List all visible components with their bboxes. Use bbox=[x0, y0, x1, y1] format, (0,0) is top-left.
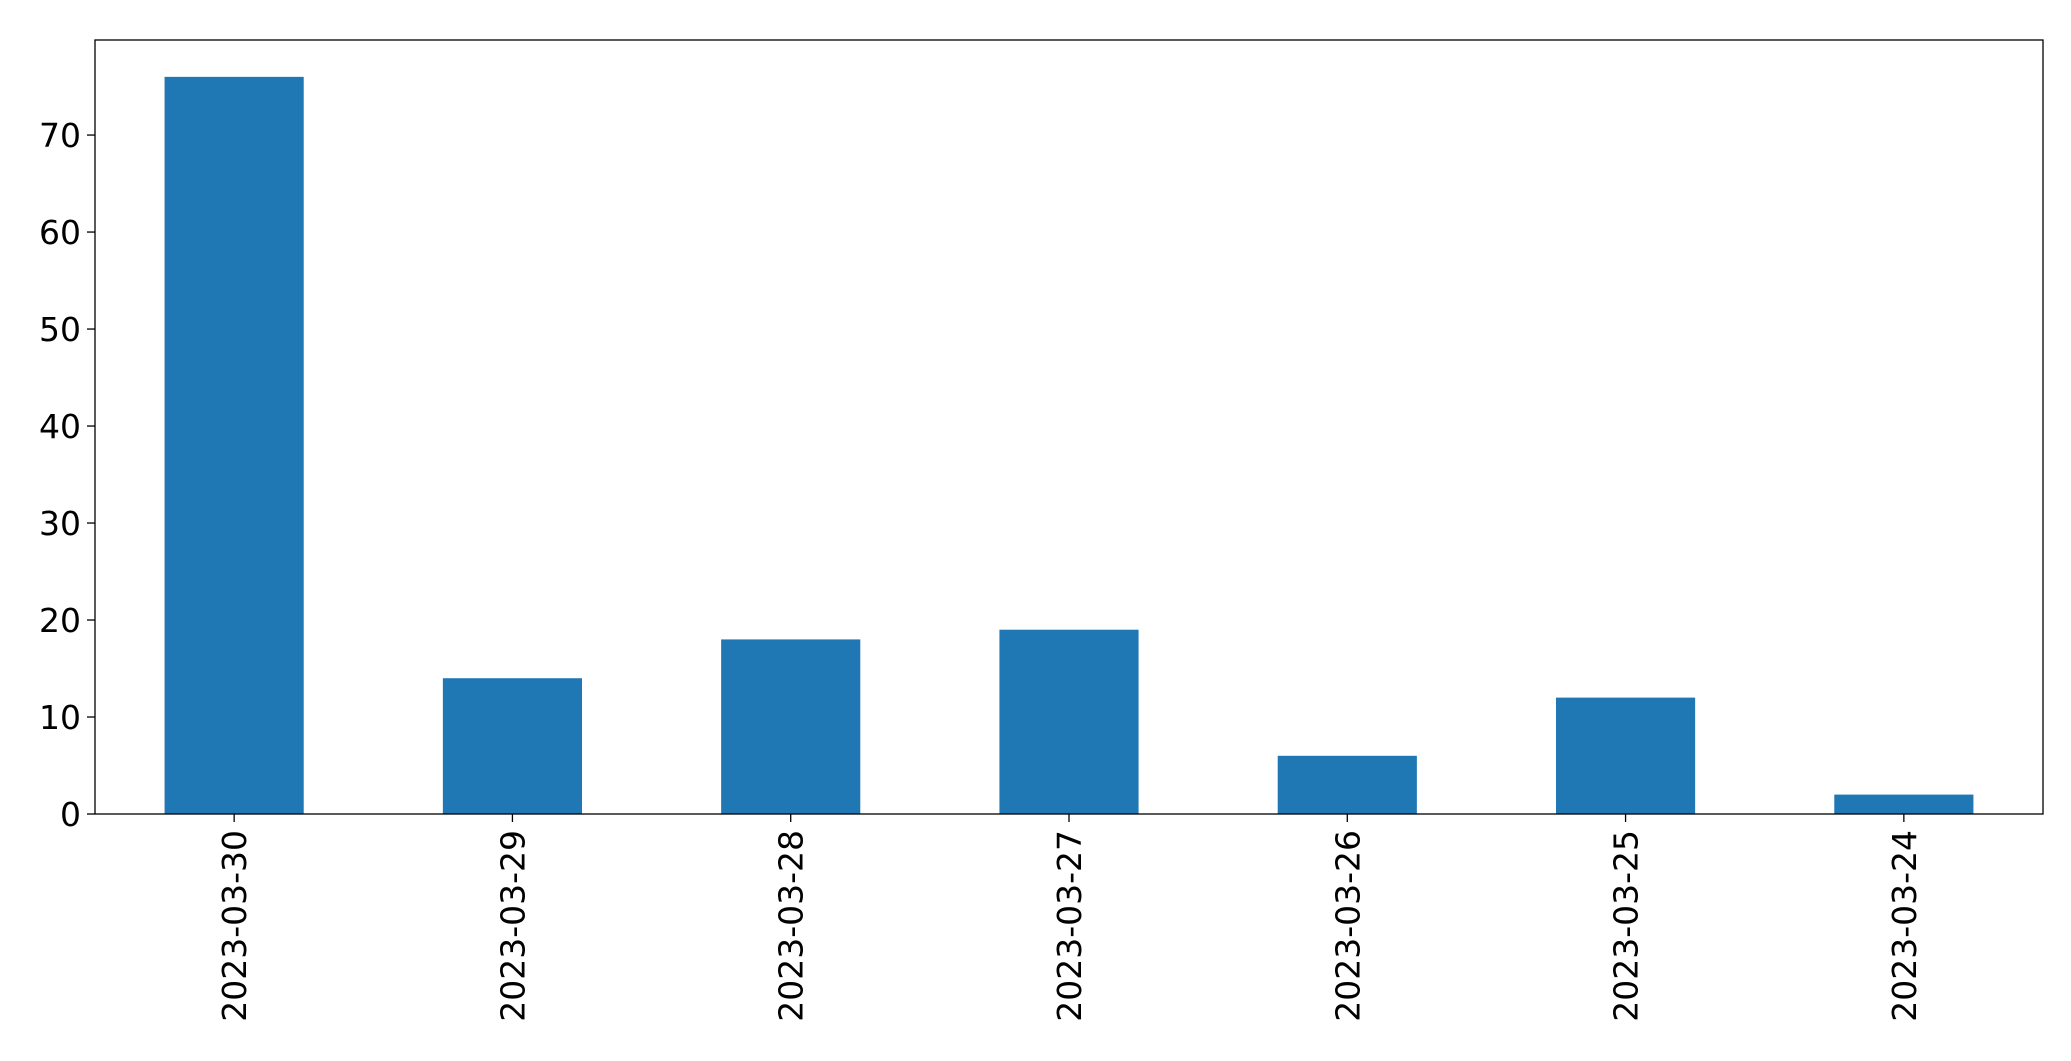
x-tick-label: 2023-03-26 bbox=[1328, 830, 1367, 1022]
x-tick-label: 2023-03-25 bbox=[1607, 830, 1646, 1022]
y-axis: 0 10 20 30 40 50 60 70 bbox=[39, 116, 95, 834]
x-tick-label: 2023-03-27 bbox=[1050, 830, 1089, 1022]
bar bbox=[1834, 794, 1974, 814]
bar bbox=[442, 678, 582, 814]
x-tick-label: 2023-03-28 bbox=[772, 830, 811, 1022]
y-tick-label: 0 bbox=[60, 795, 81, 834]
x-tick-label: 2023-03-29 bbox=[493, 830, 532, 1022]
y-tick-label: 50 bbox=[39, 310, 81, 349]
bar bbox=[1556, 697, 1696, 814]
bar bbox=[1277, 755, 1417, 814]
y-tick-label: 60 bbox=[39, 213, 81, 252]
plot-frame bbox=[94, 39, 2044, 815]
y-tick-label: 40 bbox=[39, 407, 81, 446]
y-tick-label: 10 bbox=[39, 698, 81, 737]
y-tick-label: 70 bbox=[39, 116, 81, 155]
x-axis: 2023-03-30 2023-03-29 2023-03-28 2023-03-27… bbox=[215, 814, 1924, 1022]
y-tick-label: 30 bbox=[39, 504, 81, 543]
bar-series bbox=[164, 76, 1974, 815]
y-tick-label: 20 bbox=[39, 601, 81, 640]
bar bbox=[721, 639, 861, 814]
bar bbox=[164, 76, 304, 815]
bar bbox=[999, 629, 1139, 814]
x-tick-label: 2023-03-24 bbox=[1885, 830, 1924, 1022]
x-tick-label: 2023-03-30 bbox=[215, 830, 254, 1022]
